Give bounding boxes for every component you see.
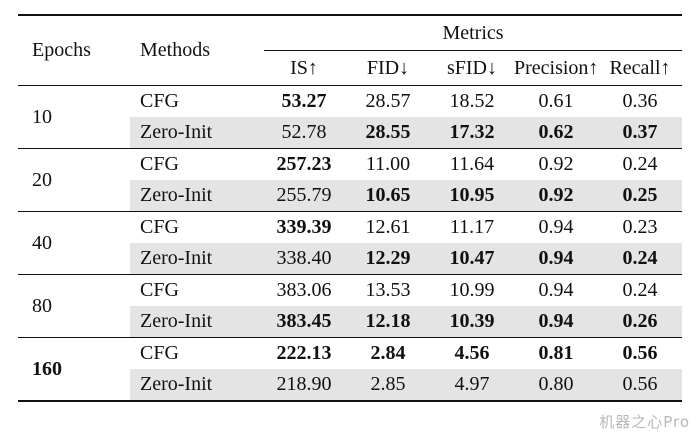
is-cell: 255.79 [262,180,346,212]
sfid-cell: 17.32 [430,117,514,149]
method-cell: CFG [130,275,262,307]
method-cell: Zero-Init [130,369,262,401]
recall-cell: 0.56 [598,338,682,370]
table-row: 40 CFG 339.39 12.61 11.17 0.94 0.23 [18,212,682,244]
sfid-cell: 4.97 [430,369,514,401]
method-cell: CFG [130,149,262,181]
is-cell: 383.45 [262,306,346,338]
sfid-cell: 10.95 [430,180,514,212]
table-row: 10 CFG 53.27 28.57 18.52 0.61 0.36 [18,86,682,118]
header-precision: Precision↑ [514,51,598,86]
header-is: IS↑ [262,51,346,86]
is-cell: 338.40 [262,243,346,275]
precision-cell: 0.81 [514,338,598,370]
is-cell: 218.90 [262,369,346,401]
epoch-cell: 80 [18,275,130,338]
sfid-cell: 11.17 [430,212,514,244]
recall-cell: 0.24 [598,243,682,275]
recall-cell: 0.24 [598,149,682,181]
fid-cell: 13.53 [346,275,430,307]
header-row-1: Epochs Methods Metrics [18,15,682,51]
precision-cell: 0.94 [514,212,598,244]
fid-cell: 2.84 [346,338,430,370]
fid-cell: 2.85 [346,369,430,401]
fid-cell: 28.57 [346,86,430,118]
sfid-cell: 10.99 [430,275,514,307]
header-methods: Methods [130,15,262,86]
is-cell: 257.23 [262,149,346,181]
method-cell: Zero-Init [130,306,262,338]
fid-cell: 12.18 [346,306,430,338]
sfid-cell: 4.56 [430,338,514,370]
fid-cell: 10.65 [346,180,430,212]
fid-cell: 28.55 [346,117,430,149]
precision-cell: 0.92 [514,149,598,181]
recall-cell: 0.56 [598,369,682,401]
is-cell: 383.06 [262,275,346,307]
precision-cell: 0.92 [514,180,598,212]
header-epochs: Epochs [18,15,130,86]
precision-cell: 0.62 [514,117,598,149]
precision-cell: 0.94 [514,306,598,338]
precision-cell: 0.61 [514,86,598,118]
header-recall: Recall↑ [598,51,682,86]
method-cell: CFG [130,338,262,370]
method-cell: Zero-Init [130,243,262,275]
precision-cell: 0.80 [514,369,598,401]
fid-cell: 11.00 [346,149,430,181]
fid-cell: 12.29 [346,243,430,275]
table-body: 10 CFG 53.27 28.57 18.52 0.61 0.36 Zero-Init 52.… [18,86,682,402]
is-cell: 222.13 [262,338,346,370]
epoch-cell: 20 [18,149,130,212]
header-sfid: sFID↓ [430,51,514,86]
sfid-cell: 11.64 [430,149,514,181]
epoch-cell: 10 [18,86,130,149]
precision-cell: 0.94 [514,243,598,275]
recall-cell: 0.25 [598,180,682,212]
recall-cell: 0.24 [598,275,682,307]
method-cell: CFG [130,212,262,244]
method-cell: CFG [130,86,262,118]
precision-cell: 0.94 [514,275,598,307]
sfid-cell: 10.39 [430,306,514,338]
recall-cell: 0.37 [598,117,682,149]
sfid-cell: 18.52 [430,86,514,118]
fid-cell: 12.61 [346,212,430,244]
table-row: 20 CFG 257.23 11.00 11.64 0.92 0.24 [18,149,682,181]
is-cell: 53.27 [262,86,346,118]
epoch-cell: 40 [18,212,130,275]
recall-cell: 0.23 [598,212,682,244]
recall-cell: 0.26 [598,306,682,338]
watermark: 机器之心Pro [599,411,690,432]
results-table: Epochs Methods Metrics IS↑ FID↓ sFID↓ Pr… [18,14,682,402]
epoch-cell: 160 [18,338,130,402]
table-row: 80 CFG 383.06 13.53 10.99 0.94 0.24 [18,275,682,307]
table-row: 160 CFG 222.13 2.84 4.56 0.81 0.56 [18,338,682,370]
header-metrics-cell: Metrics [262,15,682,51]
results-table-container: Epochs Methods Metrics IS↑ FID↓ sFID↓ Pr… [18,14,682,402]
is-cell: 52.78 [262,117,346,149]
recall-cell: 0.36 [598,86,682,118]
method-cell: Zero-Init [130,117,262,149]
is-cell: 339.39 [262,212,346,244]
sfid-cell: 10.47 [430,243,514,275]
header-fid: FID↓ [346,51,430,86]
method-cell: Zero-Init [130,180,262,212]
header-metrics: Metrics [264,16,682,51]
